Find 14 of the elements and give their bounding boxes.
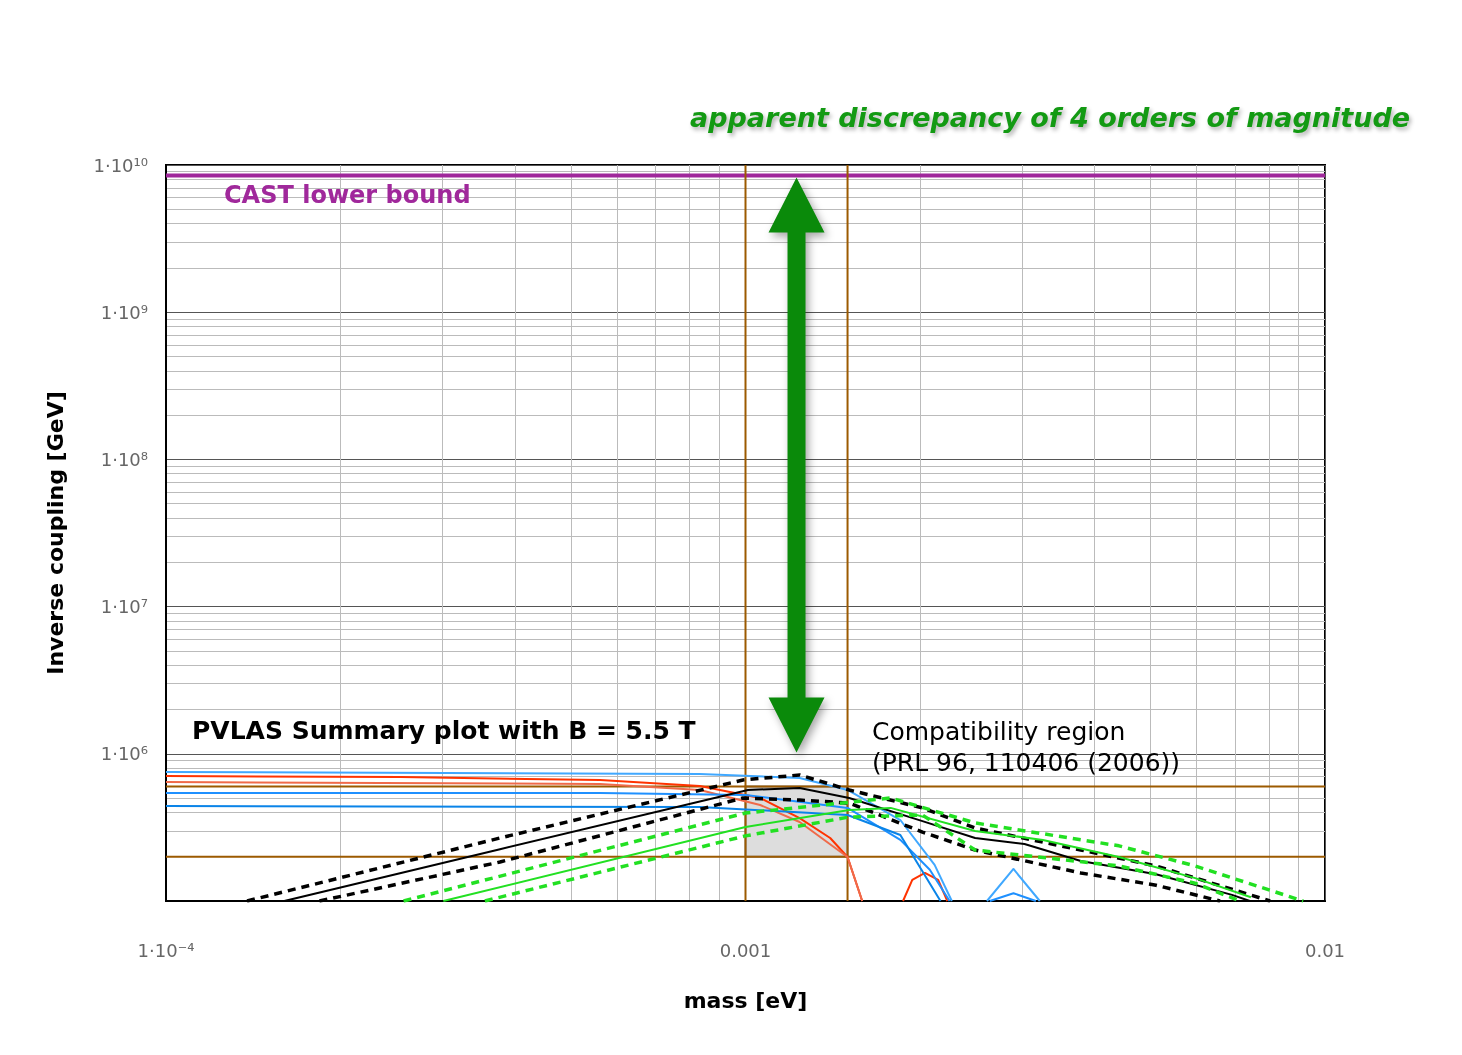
annotation: Compatibility region (PRL 96, 110406 (2006)): [872, 716, 1181, 778]
ref-line-label: CAST lower bound: [224, 181, 471, 210]
x-tick-label: 1·10⁻⁴: [137, 939, 195, 961]
y-tick-label: 1·10⁶: [100, 743, 148, 765]
text: apparent discrepancy of 4 orders of magnitude: [690, 102, 1411, 133]
y-tick-label: 1·10⁸: [100, 448, 148, 470]
x-tick-label: 0.001: [719, 939, 772, 961]
y-axis-title: Inverse coupling [GeV]: [42, 391, 68, 675]
y-tick-label: 1·10⁹: [100, 301, 148, 323]
y-tick-label: 1·10¹⁰: [93, 154, 148, 176]
x-axis-title: mass [eV]: [683, 987, 808, 1013]
x-tick-label: 0.01: [1304, 939, 1346, 961]
annotation: PVLAS Summary plot with B = 5.5 T: [192, 716, 696, 745]
y-tick-label: 1·10⁷: [100, 596, 148, 618]
